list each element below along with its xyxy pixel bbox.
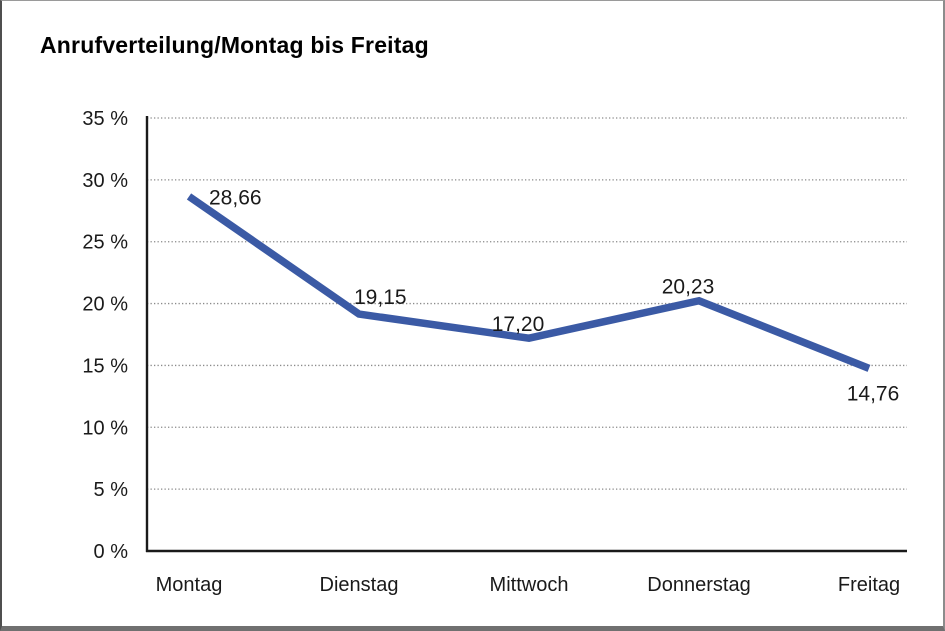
y-tick-label: 35 % (82, 108, 128, 130)
y-tick-label: 20 % (82, 294, 128, 316)
y-tick-label: 10 % (82, 417, 128, 439)
y-tick-label: 5 % (94, 479, 129, 501)
data-label: 28,66 (209, 186, 262, 209)
y-tick-label: 25 % (82, 232, 128, 254)
data-label: 20,23 (662, 276, 715, 299)
x-category-label: Freitag (838, 574, 900, 596)
data-label: 17,20 (492, 313, 545, 336)
chart-title: Anrufverteilung/Montag bis Freitag (40, 32, 429, 58)
y-tick-label: 15 % (82, 355, 128, 377)
y-tick-label: 0 % (94, 541, 129, 563)
x-category-label: Donnerstag (647, 574, 750, 596)
data-line (186, 193, 871, 372)
y-tick-label: 30 % (82, 170, 128, 192)
data-label: 19,15 (354, 286, 407, 309)
x-category-label: Montag (156, 574, 223, 596)
data-label: 14,76 (847, 382, 900, 405)
x-category-label: Mittwoch (490, 574, 569, 596)
x-category-label: Dienstag (320, 574, 399, 596)
